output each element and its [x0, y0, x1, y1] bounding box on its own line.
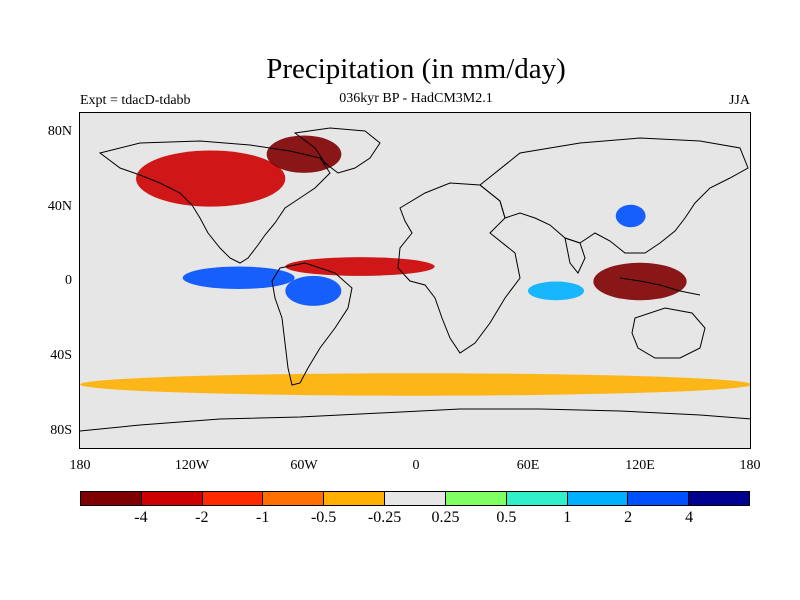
anomaly-eastern-pacific-wetting [182, 266, 295, 289]
lat-tick: 80S [50, 423, 72, 438]
precipitation-map [80, 127, 750, 432]
lon-tick: 180 [69, 458, 91, 473]
colorbar-box [202, 492, 264, 505]
colorbar-box [689, 492, 749, 505]
colorbar-box [628, 492, 690, 505]
lon-tick: 60W [290, 458, 318, 473]
lat-tick: 40N [47, 199, 72, 214]
colorbar-box [506, 492, 568, 505]
colorbar-box [385, 492, 446, 505]
anomaly-atlantic-itcz-drying [285, 257, 435, 276]
colorbar-box [263, 492, 325, 505]
coastlines [80, 127, 750, 432]
colorbar-box [81, 492, 142, 505]
coastline-indonesia [619, 277, 701, 296]
colorbar-label: 1 [563, 509, 572, 526]
colorbar [80, 491, 750, 506]
experiment-label: Expt = tdacD-tdabb [80, 93, 191, 108]
lon-tick: 120W [174, 458, 210, 473]
anomaly-southern-ocean-band [80, 373, 750, 396]
colorbar-label: -0.25 [367, 509, 402, 526]
lat-tick: 0 [65, 273, 72, 288]
lon-tick: 60E [516, 458, 540, 473]
coastline-australia [631, 307, 706, 359]
colorbar-label: 0.5 [496, 509, 517, 526]
colorbar-box [141, 492, 203, 505]
coastline-greenland [293, 127, 381, 174]
season-label: JJA [728, 93, 750, 108]
lon-tick: 0 [412, 458, 420, 473]
colorbar-label: 4 [685, 509, 694, 526]
lon-tick: 180 [739, 458, 761, 473]
anomaly-fields [80, 135, 750, 396]
colorbar-label: -1 [256, 509, 270, 526]
colorbar-box [445, 492, 507, 505]
chart-subtitle: 036kyr BP - HadCM3M2.1 [339, 91, 493, 106]
coastline-antarctica [80, 408, 750, 432]
coastline-asia [479, 137, 749, 254]
lon-tick: 120E [625, 458, 655, 473]
map-plot-area [79, 112, 751, 449]
colorbar-label: -4 [134, 509, 148, 526]
lat-tick: 40S [50, 348, 72, 363]
anomaly-amazon-wetting [285, 275, 342, 306]
chart-title: Precipitation (in mm/day) [266, 53, 566, 85]
coastline-india [564, 237, 586, 274]
colorbar-label: -2 [195, 509, 209, 526]
anomaly-north-america-drying [136, 150, 286, 207]
coastline-south-america [271, 262, 353, 386]
coastline-north-america [98, 140, 331, 264]
lat-tick: 80N [47, 124, 72, 139]
anomaly-indian-ocean-wetting [528, 281, 584, 301]
colorbar-label: 2 [624, 509, 633, 526]
colorbar-label: -0.5 [310, 509, 337, 526]
colorbar-label: 0.25 [431, 509, 460, 526]
colorbar-box [324, 492, 386, 505]
anomaly-east-asia-wetting [615, 204, 646, 228]
colorbar-box [567, 492, 629, 505]
